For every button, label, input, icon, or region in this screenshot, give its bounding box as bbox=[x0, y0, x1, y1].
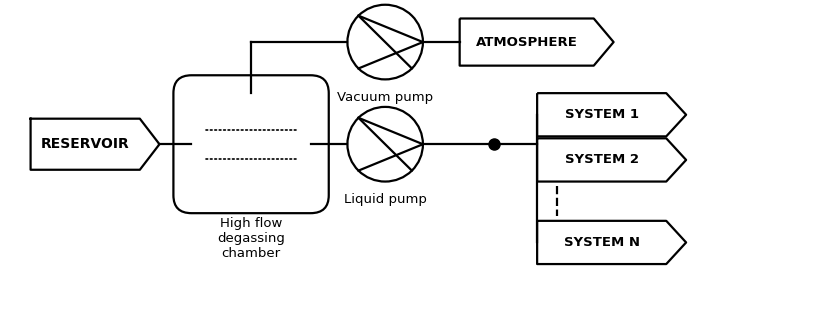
Text: ATMOSPHERE: ATMOSPHERE bbox=[475, 36, 577, 49]
Text: SYSTEM N: SYSTEM N bbox=[563, 236, 639, 249]
Text: SYSTEM 1: SYSTEM 1 bbox=[564, 108, 638, 121]
Text: SYSTEM 2: SYSTEM 2 bbox=[564, 153, 638, 167]
Text: Vacuum pump: Vacuum pump bbox=[337, 91, 432, 104]
Text: Liquid pump: Liquid pump bbox=[343, 193, 426, 206]
Text: RESERVOIR: RESERVOIR bbox=[41, 137, 129, 151]
Text: High flow
degassing
chamber: High flow degassing chamber bbox=[217, 217, 285, 260]
